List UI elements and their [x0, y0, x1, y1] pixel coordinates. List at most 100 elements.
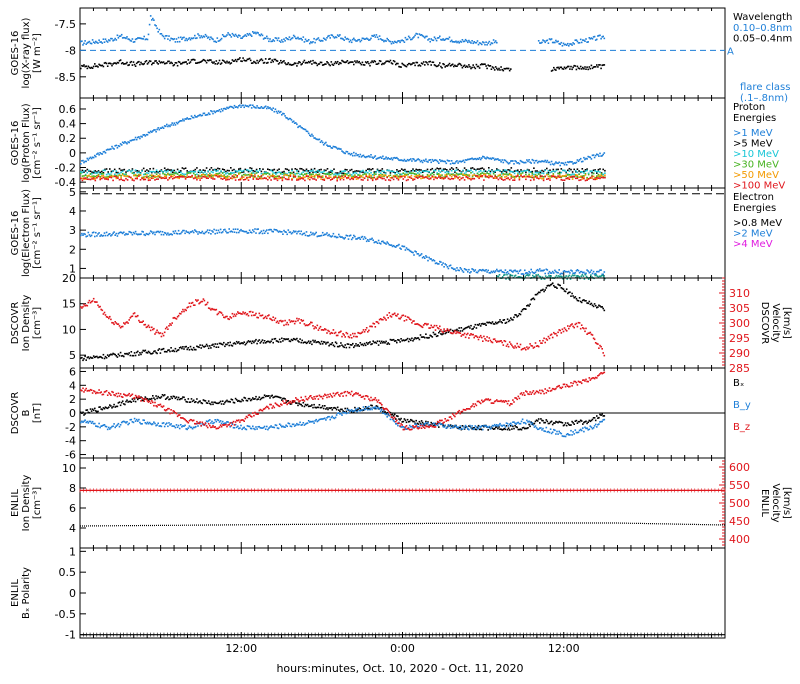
series-point: [196, 179, 198, 181]
series-point: [343, 173, 345, 175]
y-tick-label: 2: [69, 243, 76, 256]
series-point: [97, 66, 99, 68]
series-point: [168, 325, 170, 327]
series-point: [470, 42, 472, 44]
series-point: [352, 343, 354, 345]
series-point: [262, 60, 264, 62]
series-point: [199, 169, 201, 171]
series-point: [243, 107, 245, 109]
series-point: [107, 177, 109, 179]
series-point: [549, 162, 551, 164]
series-point: [164, 178, 166, 180]
series-point: [436, 177, 438, 179]
series-point: [308, 39, 310, 41]
series-point: [446, 169, 448, 171]
series-point: [305, 39, 307, 41]
series-point: [167, 328, 169, 330]
series-point: [598, 174, 600, 176]
series-point: [399, 176, 401, 178]
series-point: [241, 175, 243, 177]
y-tick-label: -8: [65, 44, 76, 57]
series-point: [598, 169, 600, 171]
series-point: [196, 167, 198, 169]
series-point: [461, 41, 463, 43]
series-point: [143, 174, 145, 176]
series-point: [308, 133, 310, 135]
series-point: [462, 39, 464, 41]
series-point: [228, 228, 230, 230]
series-point: [107, 179, 109, 181]
series-point: [397, 313, 399, 315]
series-point: [110, 319, 112, 321]
series-point: [229, 34, 231, 36]
series-point: [564, 175, 566, 177]
series-point: [152, 352, 154, 354]
series-point: [178, 315, 180, 317]
series-point: [523, 170, 525, 172]
series-point: [208, 348, 210, 350]
series-point: [474, 174, 476, 176]
series-point: [415, 174, 417, 176]
series-point: [493, 173, 495, 175]
series-point: [164, 332, 166, 334]
series-point: [182, 309, 184, 311]
series-point: [107, 171, 109, 173]
series-point: [169, 169, 171, 171]
series-point: [389, 312, 391, 314]
series-point: [385, 40, 387, 42]
series-point: [214, 233, 216, 235]
series-point: [128, 176, 130, 178]
series-point: [98, 154, 100, 156]
series-point: [500, 161, 502, 163]
series-point: [98, 176, 100, 178]
series-point: [178, 170, 180, 172]
series-point: [248, 315, 250, 317]
series-point: [311, 177, 313, 179]
series-point: [156, 129, 158, 131]
series-point: [593, 176, 595, 178]
series-point: [186, 170, 188, 172]
series-point: [354, 172, 356, 174]
series-point: [544, 42, 546, 44]
series-point: [136, 139, 138, 141]
series-point: [174, 351, 176, 353]
series-point: [188, 347, 190, 349]
series-point: [573, 43, 575, 45]
series-point: [99, 176, 101, 178]
series-point: [604, 271, 606, 273]
series-point: [424, 337, 426, 339]
series-point: [267, 233, 269, 235]
series-point: [239, 57, 241, 59]
series-point: [562, 175, 564, 177]
series-point: [427, 323, 429, 325]
series-point: [192, 230, 194, 232]
series-point: [443, 266, 445, 268]
series-point: [124, 323, 126, 325]
series-point: [295, 173, 297, 175]
series-point: [336, 343, 338, 345]
series-point: [580, 276, 582, 278]
series-point: [128, 319, 130, 321]
series-point: [411, 160, 413, 162]
series-point: [95, 176, 97, 178]
series-point: [424, 64, 426, 66]
series-point: [205, 34, 207, 36]
series-point: [478, 178, 480, 180]
series-point: [112, 322, 114, 324]
series-point: [440, 168, 442, 170]
series-point: [240, 170, 242, 172]
series-point: [253, 177, 255, 179]
series-point: [142, 231, 144, 233]
series-point: [172, 173, 174, 175]
series-point: [590, 68, 592, 70]
series-point: [369, 168, 371, 170]
series-point: [313, 341, 315, 343]
series-point: [252, 311, 254, 313]
legend-title: Energies: [733, 203, 776, 214]
series-point: [593, 271, 595, 273]
series-point: [198, 177, 200, 179]
series-point: [456, 65, 458, 67]
series-point: [572, 178, 574, 180]
series-point: [591, 176, 593, 178]
series-point: [204, 113, 206, 115]
